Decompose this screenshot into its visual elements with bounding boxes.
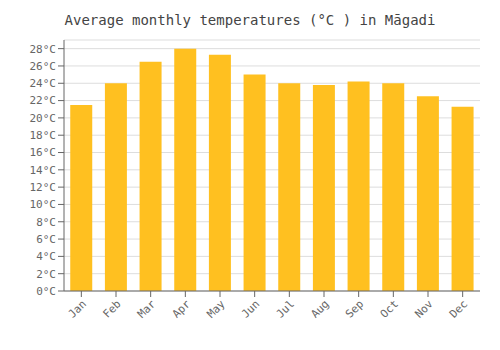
svg-text:May: May xyxy=(204,297,228,321)
svg-text:Oct: Oct xyxy=(378,297,401,320)
svg-text:24°C: 24°C xyxy=(30,77,57,90)
svg-text:10°C: 10°C xyxy=(30,198,57,211)
svg-text:2°C: 2°C xyxy=(36,268,56,281)
svg-text:Mar: Mar xyxy=(135,297,159,321)
svg-text:18°C: 18°C xyxy=(30,129,57,142)
svg-text:4°C: 4°C xyxy=(36,250,56,263)
svg-text:28°C: 28°C xyxy=(30,43,57,56)
svg-text:Dec: Dec xyxy=(447,297,470,320)
svg-text:Jan: Jan xyxy=(66,297,89,320)
svg-text:Aug: Aug xyxy=(308,297,331,320)
svg-text:8°C: 8°C xyxy=(36,216,56,229)
svg-text:Jul: Jul xyxy=(274,297,297,320)
svg-text:6°C: 6°C xyxy=(36,233,56,246)
svg-text:Sep: Sep xyxy=(343,297,366,320)
svg-text:Apr: Apr xyxy=(170,297,194,321)
svg-text:Feb: Feb xyxy=(100,297,123,320)
svg-text:20°C: 20°C xyxy=(30,112,57,125)
svg-text:16°C: 16°C xyxy=(30,146,57,159)
svg-text:Nov: Nov xyxy=(412,297,436,321)
svg-text:26°C: 26°C xyxy=(30,60,57,73)
svg-text:12°C: 12°C xyxy=(30,181,57,194)
svg-text:Jun: Jun xyxy=(239,297,262,320)
html-text:Average monthly temperatures (: Average monthly temperatures (°C ) in Mā… xyxy=(64,12,436,28)
svg-text:14°C: 14°C xyxy=(30,164,57,177)
svg-text:0°C: 0°C xyxy=(36,285,56,298)
svg-text:22°C: 22°C xyxy=(30,94,57,107)
